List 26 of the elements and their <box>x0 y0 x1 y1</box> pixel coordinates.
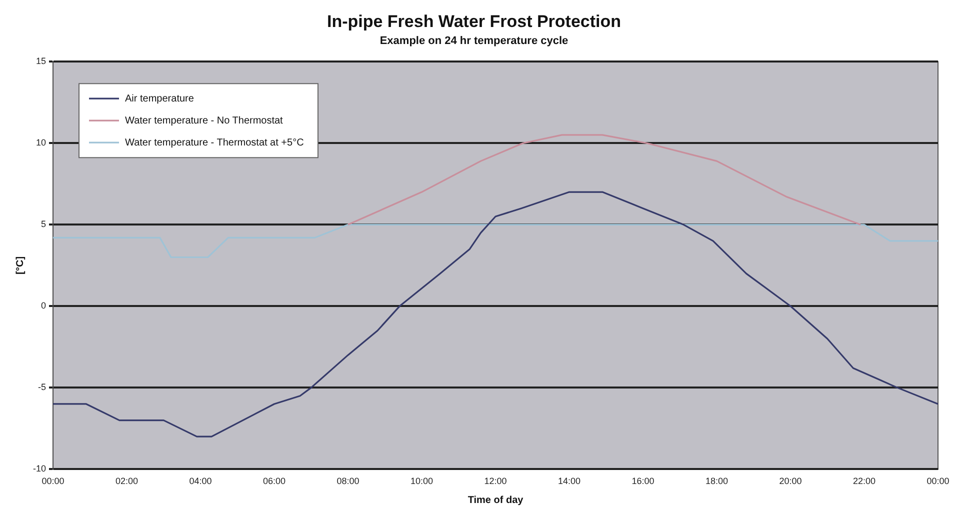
legend-label: Water temperature - Thermostat at +5°C <box>125 137 304 148</box>
x-tick-label: 10:00 <box>410 476 434 486</box>
y-tick-label: 10 <box>36 138 46 148</box>
x-tick-label: 02:00 <box>115 476 138 486</box>
chart-subtitle: Example on 24 hr temperature cycle <box>380 35 568 48</box>
x-tick-label: 04:00 <box>189 476 212 486</box>
chart-title: In-pipe Fresh Water Frost Protection <box>326 12 622 31</box>
y-tick-label: -10 <box>32 464 46 474</box>
y-tick-label: 5 <box>40 219 46 230</box>
x-axis-title: Time of day <box>468 494 524 506</box>
y-axis-title: [°C] <box>14 256 26 274</box>
x-tick-label: 20:00 <box>779 476 802 486</box>
x-tick-label: 12:00 <box>484 476 507 486</box>
x-tick-label: 06:00 <box>262 476 286 486</box>
x-tick-label: 16:00 <box>632 476 654 486</box>
x-tick-label: 00:00 <box>926 476 950 486</box>
y-tick-label: 0 <box>40 300 46 311</box>
x-tick-label: 18:00 <box>705 476 728 486</box>
x-tick-label: 00:00 <box>42 476 64 486</box>
y-tick-label: -5 <box>38 382 46 392</box>
y-tick-label: 15 <box>36 56 46 66</box>
x-tick-label: 08:00 <box>336 476 360 486</box>
legend-label: Water temperature - No Thermostat <box>125 115 284 126</box>
x-tick-label: 14:00 <box>558 476 581 486</box>
x-tick-label: 22:00 <box>852 476 876 486</box>
legend-label: Air temperature <box>125 93 194 104</box>
